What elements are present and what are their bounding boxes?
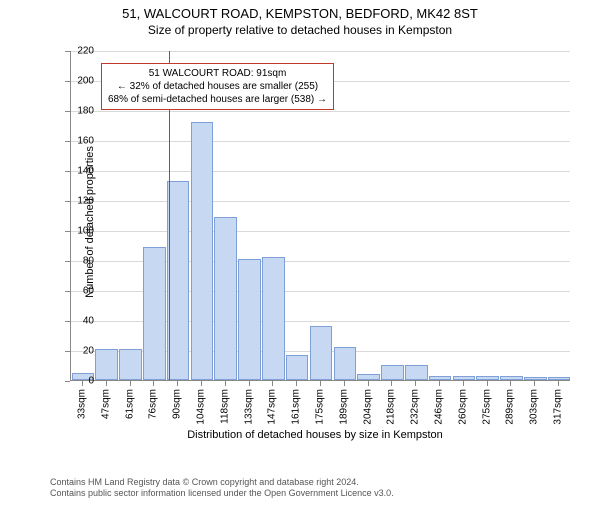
histogram-bar	[381, 365, 404, 380]
x-tick-mark	[320, 381, 321, 386]
y-tick-mark	[65, 291, 70, 292]
y-tick-mark	[65, 321, 70, 322]
gridline	[71, 231, 570, 232]
x-tick-label: 275sqm	[481, 389, 492, 425]
x-tick-label: 76sqm	[148, 389, 159, 419]
x-tick-mark	[487, 381, 488, 386]
x-tick-label: 232sqm	[410, 389, 421, 425]
x-tick-mark	[558, 381, 559, 386]
histogram-bar	[500, 376, 523, 381]
x-tick-mark	[463, 381, 464, 386]
x-tick-mark	[510, 381, 511, 386]
x-tick-mark	[106, 381, 107, 386]
gridline	[71, 111, 570, 112]
histogram-bar	[286, 355, 309, 381]
footer-text: Contains HM Land Registry data © Crown c…	[50, 477, 394, 500]
x-tick-mark	[391, 381, 392, 386]
x-tick-label: 218sqm	[386, 389, 397, 425]
x-tick-label: 47sqm	[100, 389, 111, 419]
x-tick-label: 246sqm	[434, 389, 445, 425]
x-tick-label: 175sqm	[315, 389, 326, 425]
x-tick-label: 61sqm	[124, 389, 135, 419]
x-tick-mark	[296, 381, 297, 386]
y-tick-mark	[65, 201, 70, 202]
y-tick-mark	[65, 231, 70, 232]
histogram-bar	[429, 376, 452, 381]
y-tick-mark	[65, 81, 70, 82]
annotation-line: 51 WALCOURT ROAD: 91sqm	[108, 67, 327, 80]
chart-container: 51, WALCOURT ROAD, KEMPSTON, BEDFORD, MK…	[0, 6, 600, 506]
y-tick-mark	[65, 141, 70, 142]
x-tick-label: 147sqm	[267, 389, 278, 425]
footer-line-1: Contains HM Land Registry data © Crown c…	[50, 477, 394, 489]
histogram-bar	[310, 326, 333, 380]
x-tick-label: 161sqm	[291, 389, 302, 425]
plot-area: 51 WALCOURT ROAD: 91sqm← 32% of detached…	[70, 51, 570, 381]
chart-subtitle: Size of property relative to detached ho…	[0, 23, 600, 37]
histogram-bar	[476, 376, 499, 381]
x-tick-mark	[82, 381, 83, 386]
x-tick-label: 33sqm	[76, 389, 87, 419]
gridline	[71, 201, 570, 202]
gridline	[71, 171, 570, 172]
histogram-bar	[214, 217, 237, 381]
x-tick-label: 204sqm	[362, 389, 373, 425]
histogram-bar	[453, 376, 476, 381]
footer-line-2: Contains public sector information licen…	[50, 488, 394, 500]
x-tick-label: 317sqm	[553, 389, 564, 425]
x-tick-mark	[534, 381, 535, 386]
histogram-bar	[262, 257, 285, 380]
histogram-bar	[524, 377, 547, 380]
x-tick-mark	[249, 381, 250, 386]
x-tick-label: 133sqm	[243, 389, 254, 425]
x-tick-mark	[130, 381, 131, 386]
annotation-line: ← 32% of detached houses are smaller (25…	[108, 80, 327, 93]
y-tick-mark	[65, 111, 70, 112]
y-tick-mark	[65, 171, 70, 172]
gridline	[71, 141, 570, 142]
x-tick-mark	[225, 381, 226, 386]
x-tick-label: 289sqm	[505, 389, 516, 425]
x-tick-mark	[201, 381, 202, 386]
x-axis-label: Distribution of detached houses by size …	[50, 429, 580, 441]
histogram-bar	[238, 259, 261, 381]
annotation-line: 68% of semi-detached houses are larger (…	[108, 93, 327, 106]
x-tick-label: 189sqm	[338, 389, 349, 425]
histogram-bar	[191, 122, 214, 380]
x-tick-mark	[153, 381, 154, 386]
chart-area: Number of detached properties 51 WALCOUR…	[50, 51, 580, 431]
histogram-bar	[119, 349, 142, 381]
y-tick-mark	[65, 261, 70, 262]
histogram-bar	[405, 365, 428, 380]
x-tick-mark	[368, 381, 369, 386]
histogram-bar	[357, 374, 380, 380]
x-tick-label: 104sqm	[195, 389, 206, 425]
y-tick-mark	[65, 51, 70, 52]
gridline	[71, 51, 570, 52]
x-tick-mark	[344, 381, 345, 386]
x-tick-label: 260sqm	[457, 389, 468, 425]
histogram-bar	[334, 347, 357, 380]
x-tick-mark	[272, 381, 273, 386]
x-tick-mark	[177, 381, 178, 386]
chart-title: 51, WALCOURT ROAD, KEMPSTON, BEDFORD, MK…	[0, 6, 600, 21]
annotation-box: 51 WALCOURT ROAD: 91sqm← 32% of detached…	[101, 63, 334, 110]
histogram-bar	[143, 247, 166, 381]
y-tick-mark	[65, 351, 70, 352]
x-tick-mark	[415, 381, 416, 386]
x-tick-label: 118sqm	[219, 389, 230, 424]
histogram-bar	[95, 349, 118, 381]
x-tick-label: 90sqm	[172, 389, 183, 419]
x-tick-label: 303sqm	[529, 389, 540, 425]
histogram-bar	[167, 181, 190, 381]
y-tick-mark	[65, 381, 70, 382]
histogram-bar	[548, 377, 571, 380]
x-tick-mark	[439, 381, 440, 386]
